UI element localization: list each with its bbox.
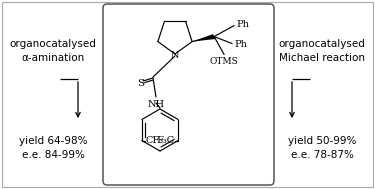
Text: OTMS: OTMS <box>210 57 238 66</box>
Text: Michael reaction: Michael reaction <box>279 53 365 63</box>
Text: F₃C: F₃C <box>156 136 174 145</box>
Text: organocatalysed: organocatalysed <box>10 39 96 49</box>
Text: Ph: Ph <box>234 40 247 49</box>
Text: NH: NH <box>147 100 165 109</box>
Text: Ph: Ph <box>236 20 249 29</box>
Text: CF₃: CF₃ <box>146 136 164 145</box>
Text: e.e. 84-99%: e.e. 84-99% <box>21 150 84 160</box>
Text: α-amination: α-amination <box>21 53 85 63</box>
Text: S: S <box>137 80 145 88</box>
Text: e.e. 78-87%: e.e. 78-87% <box>291 150 353 160</box>
Text: organocatalysed: organocatalysed <box>279 39 365 49</box>
Polygon shape <box>192 34 215 42</box>
FancyBboxPatch shape <box>103 4 274 185</box>
FancyBboxPatch shape <box>2 2 373 187</box>
Text: yield 64-98%: yield 64-98% <box>19 136 87 146</box>
Text: N: N <box>171 51 179 60</box>
Text: yield 50-99%: yield 50-99% <box>288 136 356 146</box>
